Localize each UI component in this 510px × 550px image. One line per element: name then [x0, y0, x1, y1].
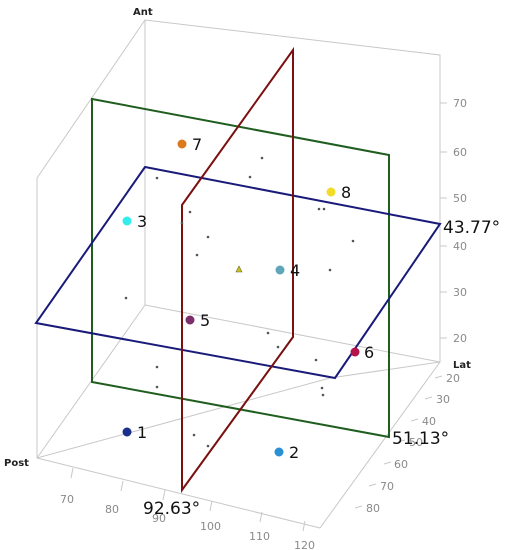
lat-tick-label: 60	[394, 458, 408, 471]
point-8-marker	[326, 187, 336, 197]
minor-dot	[351, 239, 355, 243]
point-6-marker	[350, 347, 360, 357]
minor-dot	[314, 358, 318, 362]
minor-dot	[206, 444, 210, 448]
lat-tick-label: 30	[436, 393, 450, 406]
lat-tick-label: 80	[366, 502, 380, 515]
minor-dot	[206, 235, 210, 239]
minor-dot	[195, 253, 199, 257]
lat-tick-label: 40	[422, 415, 436, 428]
coronal-angle-label: 51.13°	[392, 429, 449, 449]
labeled-points: 1 2 3 4 5 6 7 8	[122, 135, 374, 462]
minor-dot	[155, 365, 159, 369]
axis-title-lat: Lat	[453, 360, 471, 371]
vertical-tick-label: 40	[453, 240, 467, 253]
axial-angle-label: 43.77°	[443, 218, 500, 238]
front-tick-label: 70	[60, 493, 74, 506]
axial-plane	[34, 165, 442, 380]
point-4-label: 4	[290, 261, 300, 280]
lat-tick-label: 50	[409, 436, 423, 449]
plot-box	[36, 19, 441, 529]
point-3-marker	[122, 216, 132, 226]
minor-dot	[155, 385, 159, 389]
lat-tick-label: 70	[380, 480, 394, 493]
front-axis: 70 80 90 100 110 120	[60, 467, 315, 550]
vertical-tick-label: 20	[453, 332, 467, 345]
point-2-marker	[274, 447, 284, 457]
vertical-tick-label: 50	[453, 192, 467, 205]
minor-dot	[317, 207, 321, 211]
minor-dot	[266, 331, 270, 335]
minor-dot	[276, 345, 280, 349]
minor-dot	[192, 433, 196, 437]
minor-dot	[124, 296, 128, 300]
centroid-marker	[235, 265, 243, 273]
minor-dot	[260, 156, 264, 160]
front-tick-label: 110	[249, 530, 270, 543]
front-tick-label: 100	[200, 520, 221, 533]
front-tick-label: 120	[294, 539, 315, 550]
point-4-marker	[275, 265, 285, 275]
axis-title-post: Post	[4, 458, 29, 469]
vertical-axis: 20 30 40 50 60 70	[440, 97, 467, 345]
minor-dot	[248, 175, 252, 179]
lat-tick-label: 20	[446, 372, 460, 385]
vertical-tick-label: 30	[453, 286, 467, 299]
minor-dot	[322, 207, 326, 211]
point-8-label: 8	[341, 183, 351, 202]
point-1-label: 1	[137, 423, 147, 442]
point-7-label: 7	[192, 135, 202, 154]
sagittal-angle-label: 92.63°	[143, 499, 200, 519]
point-2-label: 2	[289, 443, 299, 462]
minor-dot	[155, 176, 159, 180]
point-6-label: 6	[364, 343, 374, 362]
point-1-marker	[122, 427, 132, 437]
point-7-marker	[177, 139, 187, 149]
vertical-tick-label: 60	[453, 146, 467, 159]
coronal-plane	[91, 97, 390, 439]
sagittal-plane	[181, 46, 294, 494]
minor-dot	[328, 268, 332, 272]
minor-dot	[180, 221, 184, 225]
minor-dots	[124, 156, 355, 448]
front-tick-label: 90	[152, 512, 166, 525]
point-5-label: 5	[200, 311, 210, 330]
axis-title-ant: Ant	[133, 7, 153, 18]
minor-dot	[320, 386, 324, 390]
point-3-label: 3	[137, 212, 147, 231]
front-tick-label: 80	[105, 503, 119, 516]
minor-dot	[188, 210, 192, 214]
point-5-marker	[185, 315, 195, 325]
vertical-tick-label: 70	[453, 97, 467, 110]
lat-axis: 20 30 40 50 60 70 80	[354, 372, 460, 515]
minor-dot	[321, 393, 325, 397]
